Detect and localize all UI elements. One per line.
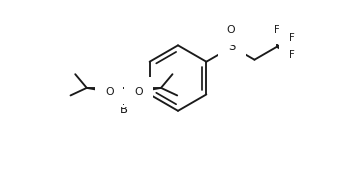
Text: F: F [274,25,280,35]
Text: F: F [289,50,294,60]
Text: B: B [120,103,128,116]
Text: O: O [105,87,114,97]
Text: O: O [134,87,143,97]
Text: O: O [226,25,235,35]
Text: F: F [289,33,294,43]
Text: S: S [228,40,236,53]
